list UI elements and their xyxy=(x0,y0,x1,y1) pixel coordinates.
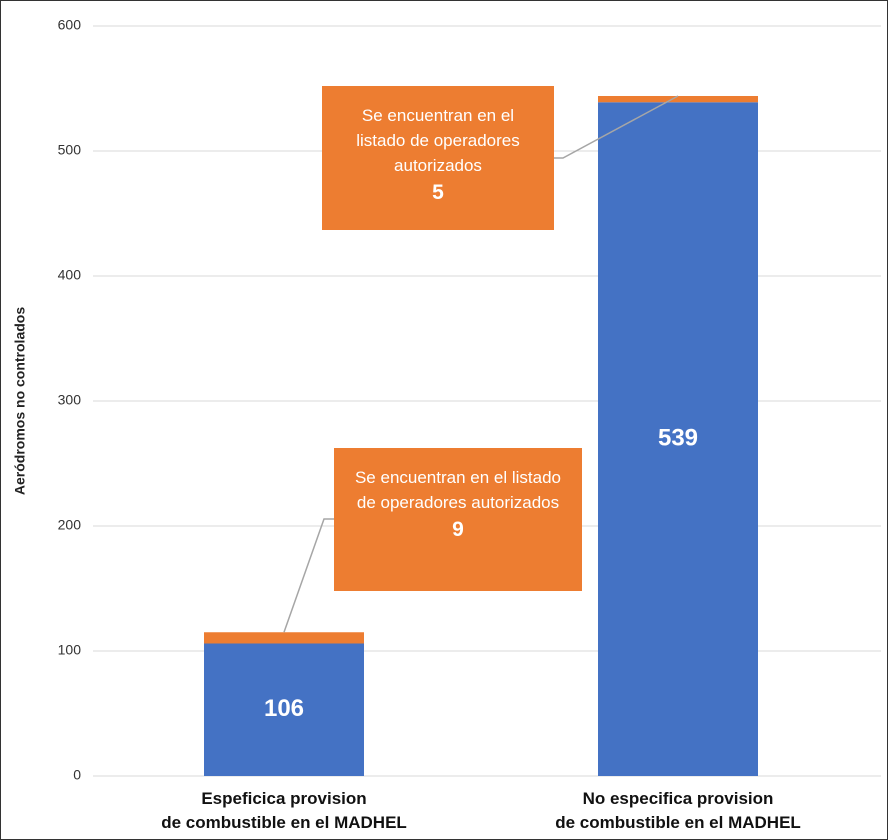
bar-segment xyxy=(204,643,364,776)
y-tick-label: 600 xyxy=(58,17,82,33)
callout-name: Se encuentran en el listado de operadore… xyxy=(356,106,520,175)
y-axis-label: Aeródromos no controlados xyxy=(12,307,28,495)
callout: Se encuentran en el listado de operadore… xyxy=(334,448,582,591)
y-tick-label: 400 xyxy=(58,267,82,283)
value-label: 9 xyxy=(452,518,464,541)
bar-segment xyxy=(598,96,758,103)
callout-name: Se encuentran en el listado de operadore… xyxy=(354,468,562,512)
leader-line xyxy=(554,95,679,159)
x-tick-label: No especifica provision de combustible en… xyxy=(555,789,801,832)
y-tick-label: 200 xyxy=(58,517,82,533)
leader-line xyxy=(283,518,334,633)
y-tick-label: 0 xyxy=(73,767,81,783)
y-tick-label: 500 xyxy=(58,142,82,158)
y-tick-label: 100 xyxy=(58,642,82,658)
y-tick-label: 300 xyxy=(58,392,82,408)
value-label: 106 xyxy=(264,695,304,722)
bar-segment xyxy=(598,102,758,776)
x-tick-label: Espeficica provision de combustible en el… xyxy=(161,789,407,832)
bar-segment xyxy=(204,632,364,644)
value-label: 5 xyxy=(432,181,444,204)
value-label: 539 xyxy=(658,424,698,451)
callout: Se encuentran en el listado de operadore… xyxy=(322,86,554,230)
